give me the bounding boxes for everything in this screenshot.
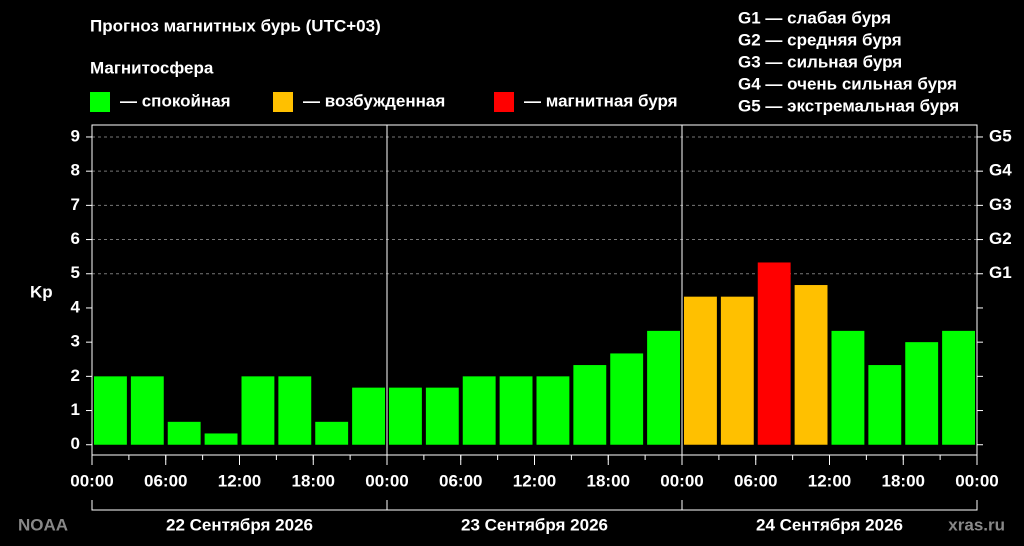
y2-tick-label: G2 [989,229,1012,248]
bar [389,387,422,445]
storm-legend: G2 — средняя буря [738,30,902,49]
bar [352,387,385,445]
bar [905,342,939,445]
y-tick-label: 5 [71,263,80,282]
bar [868,365,902,445]
day-label: 23 Сентября 2026 [461,515,608,534]
y-tick-label: 6 [71,229,80,248]
bar [241,376,275,445]
y-axis-label: Kp [30,282,53,301]
x-tick-label: 18:00 [587,471,630,490]
bar [757,262,791,445]
day-bracket [91,500,388,511]
legend-label: — магнитная буря [524,91,678,110]
day-bracket [681,500,978,511]
y-tick-label: 7 [71,195,80,214]
x-tick-label: 00:00 [70,471,113,490]
bar [647,330,680,445]
y-tick-label: 9 [71,126,80,145]
bar [167,421,201,445]
legend-title: Магнитосфера [90,58,214,77]
bar [573,365,607,445]
x-tick-label: 12:00 [513,471,556,490]
y2-tick-label: G1 [989,263,1012,282]
bar [536,376,570,445]
x-tick-label: 18:00 [882,471,925,490]
y-tick-label: 3 [71,332,80,351]
legend-swatch [273,92,293,112]
x-tick-label: 06:00 [439,471,482,490]
legend-swatch [494,92,514,112]
bar [831,330,865,445]
y2-tick-label: G3 [989,195,1012,214]
bar [425,387,459,445]
legend-label: — возбужденная [303,91,445,110]
x-tick-label: 00:00 [955,471,998,490]
chart-title: Прогноз магнитных бурь (UTC+03) [90,16,381,35]
x-tick-label: 06:00 [144,471,187,490]
storm-legend: G4 — очень сильная буря [738,74,957,93]
bar [130,376,164,445]
bar [942,330,975,445]
x-tick-label: 00:00 [365,471,408,490]
legend-swatch [90,92,110,112]
bar [684,296,717,445]
y-tick-label: 2 [71,366,80,385]
x-tick-label: 06:00 [734,471,777,490]
y2-tick-label: G4 [989,161,1012,180]
storm-legend: G3 — сильная буря [738,52,902,71]
storm-legend: G1 — слабая буря [738,8,891,27]
x-tick-label: 12:00 [808,471,851,490]
x-tick-label: 18:00 [292,471,335,490]
x-tick-label: 00:00 [660,471,703,490]
bar [94,376,127,445]
bar [610,353,644,445]
storm-legend: G5 — экстремальная буря [738,96,959,115]
y2-tick-label: G5 [989,126,1012,145]
bar [462,376,496,445]
y-tick-label: 4 [71,297,81,316]
bar [720,296,754,445]
site: xras.ru [948,515,1005,534]
y-tick-label: 0 [71,434,80,453]
legend-label: — спокойная [120,91,231,110]
day-label: 24 Сентября 2026 [756,515,903,534]
source: NOAA [18,515,68,534]
y-tick-label: 8 [71,161,80,180]
x-tick-label: 12:00 [218,471,261,490]
bar [499,376,533,445]
day-bracket [386,500,683,511]
bar [278,376,312,445]
y-tick-label: 1 [71,400,80,419]
bar [315,421,349,445]
bar [204,433,238,445]
bar [794,285,828,445]
day-label: 22 Сентября 2026 [166,515,313,534]
